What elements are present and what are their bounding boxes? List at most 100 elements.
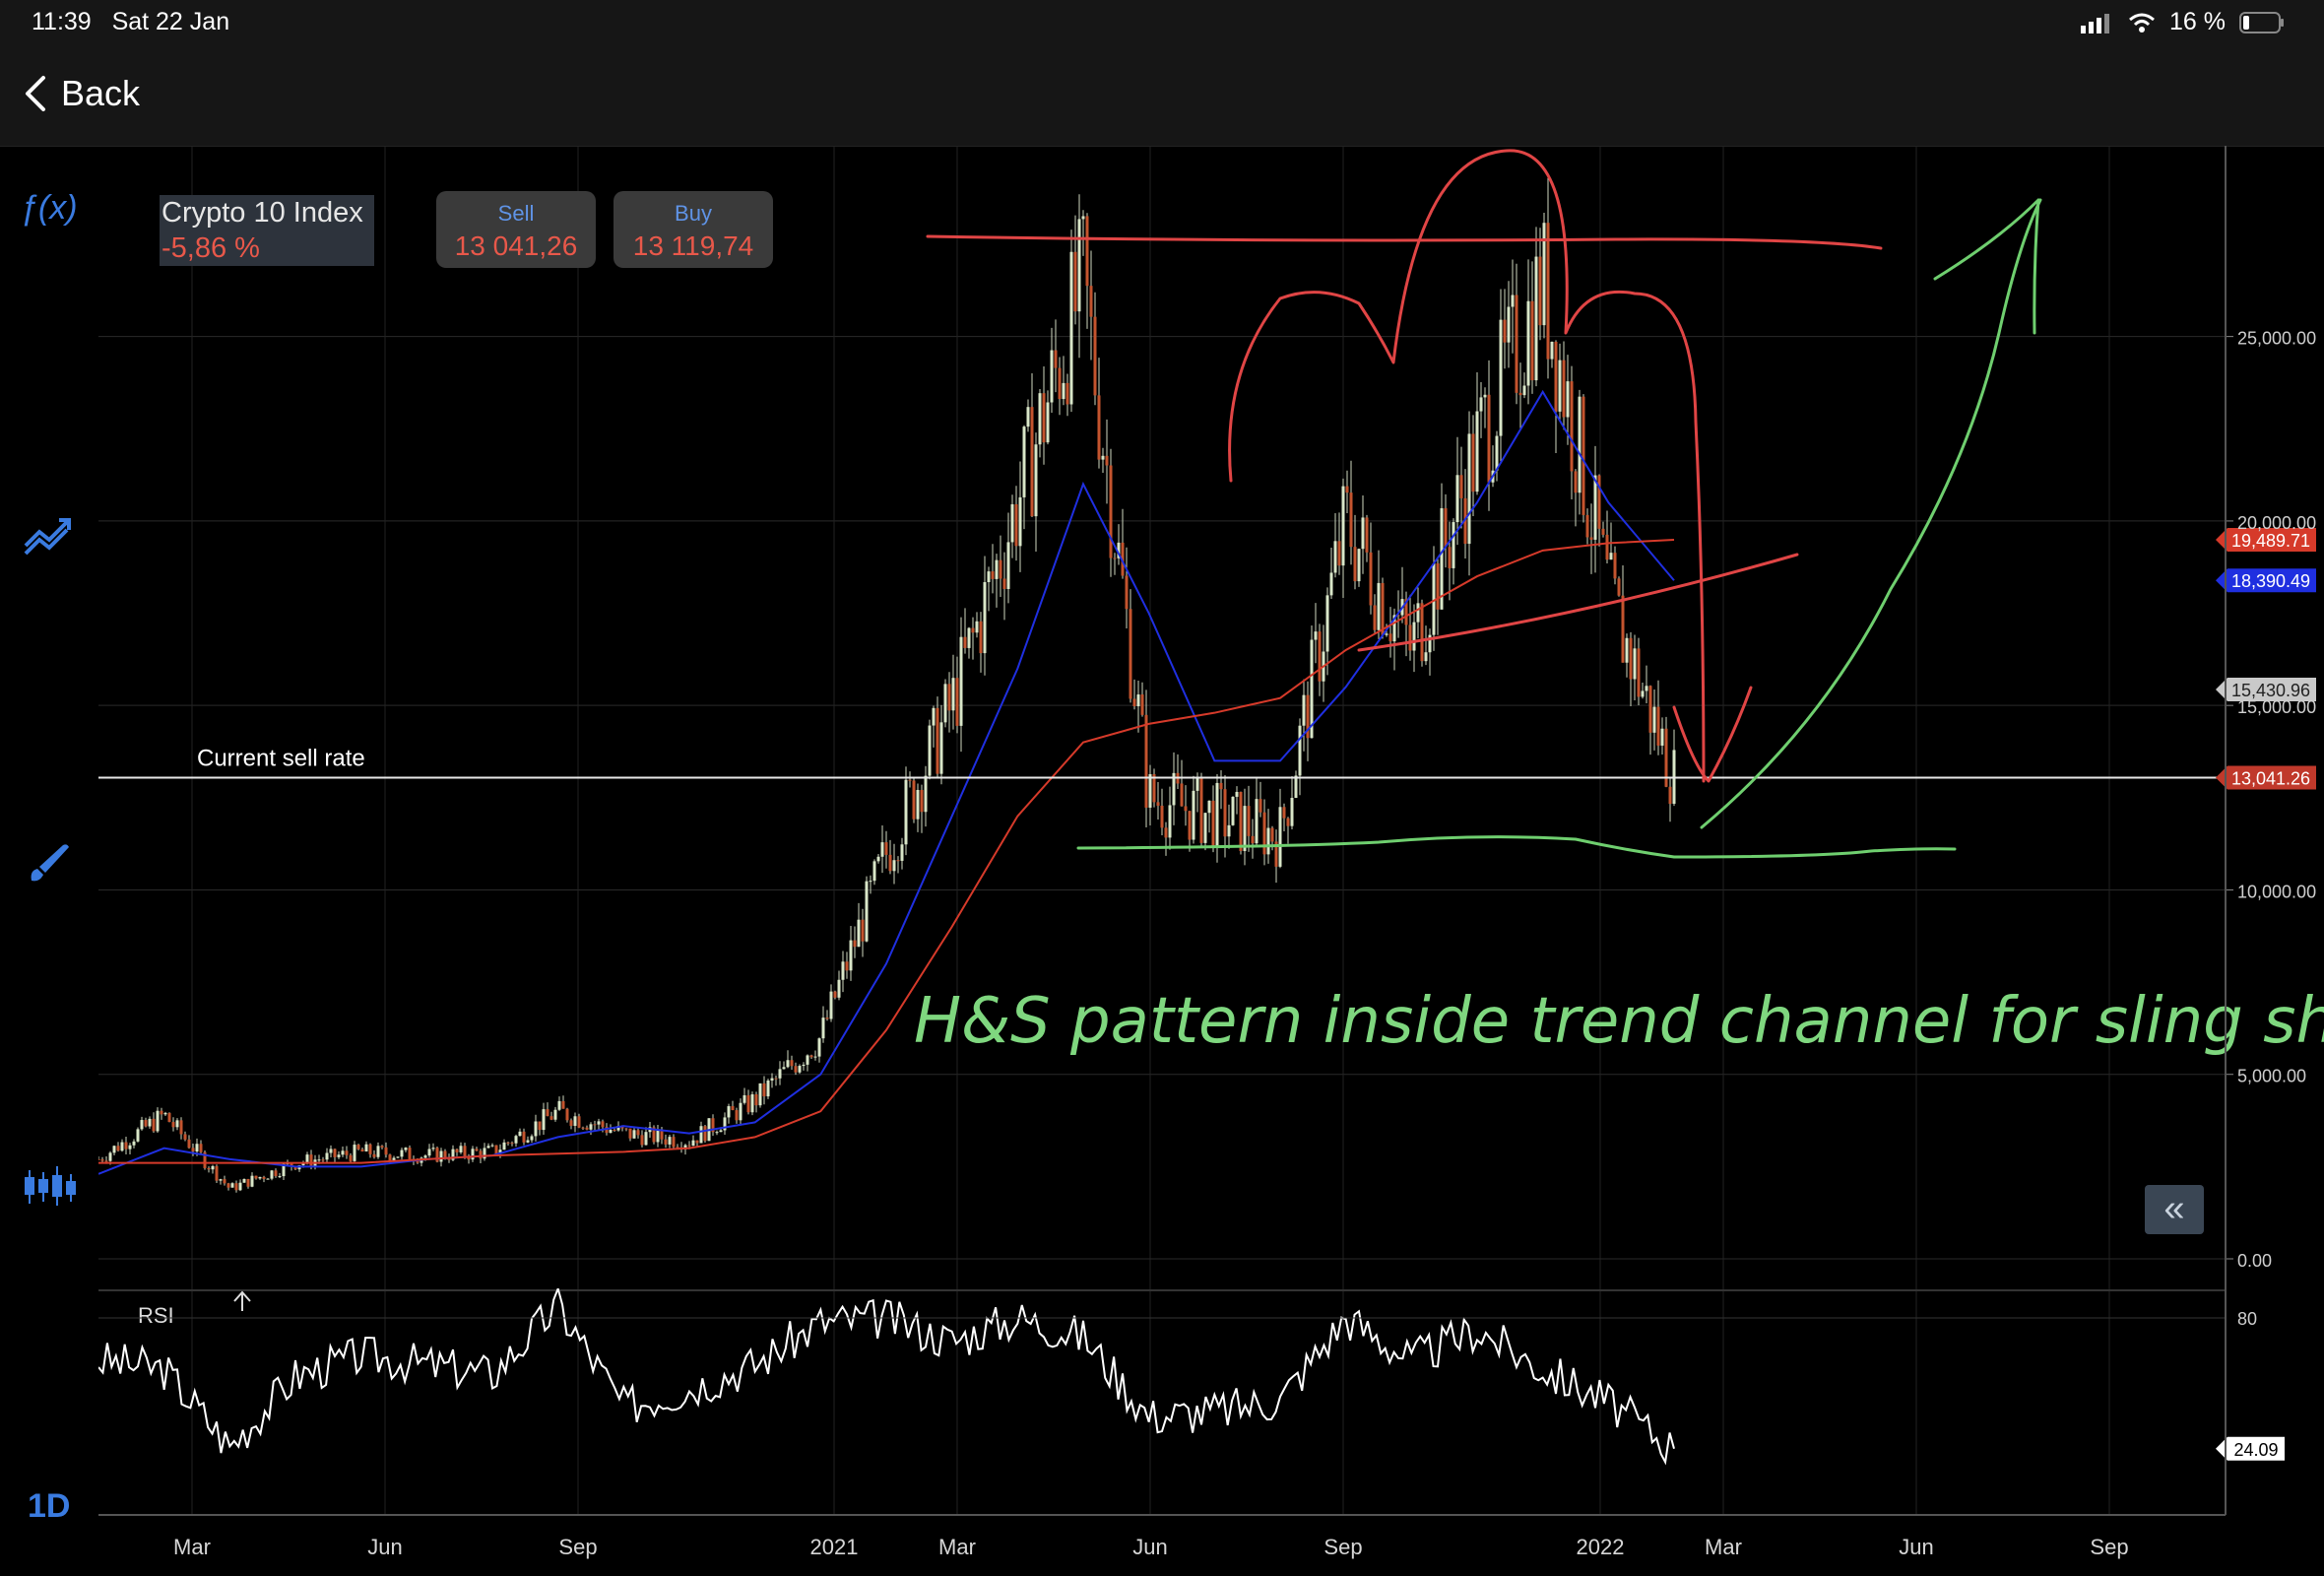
rsi-axis: 80 24.09	[98, 1309, 2285, 1461]
rsi-tick-label: 80	[2237, 1309, 2257, 1329]
candle-body	[1195, 777, 1199, 791]
candle-body	[1294, 775, 1298, 799]
candle-body	[1034, 444, 1038, 517]
candle-body	[605, 1127, 609, 1134]
x-tick-label: Sep	[558, 1535, 597, 1559]
candle-body	[1637, 648, 1641, 697]
candle-body	[876, 856, 880, 862]
candle-body	[404, 1148, 408, 1150]
candle-body	[530, 1136, 534, 1141]
candle-body	[258, 1176, 262, 1179]
candle-body	[1002, 578, 1006, 589]
back-button[interactable]: Back	[24, 73, 140, 114]
candle-body	[802, 1064, 806, 1067]
candle-body	[475, 1149, 479, 1151]
candle-body	[900, 844, 904, 861]
sell-button[interactable]: Sell 13 041,26	[436, 191, 596, 268]
price-chart[interactable]: Current sell rate H&S pattern inside tre…	[0, 146, 2324, 1576]
candle-body	[1357, 549, 1361, 582]
candle-body	[770, 1078, 774, 1081]
candle-body	[1247, 806, 1251, 836]
candle-body	[1526, 300, 1530, 386]
timeframe-selector[interactable]: 1D	[28, 1487, 71, 1525]
candle-body	[1408, 624, 1412, 651]
candle-body	[782, 1067, 786, 1070]
candle-body	[999, 559, 1002, 579]
candle-body	[1298, 725, 1302, 776]
candle-body	[494, 1145, 498, 1154]
function-icon[interactable]: ƒ(x)	[20, 189, 79, 238]
candle-body	[691, 1140, 695, 1147]
x-tick-label: 2022	[1577, 1535, 1625, 1559]
candle-body	[1318, 631, 1322, 682]
candle-body	[735, 1110, 739, 1121]
candle-body	[356, 1145, 360, 1149]
sell-label: Sell	[497, 201, 535, 226]
candle-body	[1227, 824, 1231, 837]
candle-body	[1373, 605, 1377, 630]
candle-body	[211, 1165, 215, 1170]
collapse-button[interactable]: «	[2145, 1185, 2204, 1234]
candle-body	[345, 1150, 349, 1155]
candle-body	[1274, 841, 1278, 867]
candle-body	[1385, 633, 1388, 635]
candle-body	[601, 1121, 605, 1128]
candle-body	[742, 1094, 746, 1103]
candle-body	[719, 1130, 723, 1133]
candle-body	[1101, 455, 1105, 460]
candle-body	[1026, 407, 1030, 427]
candle-body	[1428, 634, 1432, 653]
candle-body	[1420, 603, 1424, 662]
candle-body	[455, 1149, 459, 1152]
candle-body	[1396, 615, 1400, 617]
status-time: 11:39 Sat 22 Jan	[32, 8, 229, 36]
status-date-text: Sat 22 Jan	[111, 8, 230, 35]
candle-body	[920, 789, 924, 813]
candle-body	[1058, 367, 1062, 400]
buy-button[interactable]: Buy 13 119,74	[613, 191, 773, 268]
candle-body	[1270, 827, 1274, 842]
candle-body	[774, 1078, 778, 1080]
candle-body	[156, 1110, 160, 1132]
candle-body	[1416, 603, 1420, 623]
chart-type-icon[interactable]	[20, 1162, 79, 1212]
candle-body	[841, 961, 845, 980]
candle-body	[806, 1055, 809, 1065]
candle-body	[483, 1148, 486, 1159]
candle-body	[160, 1110, 163, 1115]
candle-body	[1207, 800, 1211, 814]
candle-body	[384, 1147, 388, 1155]
candle-body	[1605, 534, 1609, 560]
candle-body	[1132, 698, 1136, 707]
candle-body	[1097, 395, 1101, 460]
candle-body	[1188, 811, 1192, 840]
candle-body	[1337, 541, 1341, 566]
candle-body	[396, 1156, 400, 1158]
candle-body	[715, 1132, 719, 1134]
candle-body	[439, 1150, 443, 1162]
candle-body	[144, 1120, 148, 1127]
candle-body	[388, 1154, 392, 1161]
candle-body	[739, 1102, 742, 1121]
y-tick-label: 0.00	[2237, 1251, 2272, 1271]
indicators-icon[interactable]	[20, 512, 79, 561]
candle-body	[1589, 537, 1593, 540]
candle-body	[1243, 806, 1247, 852]
candle-body	[888, 854, 892, 872]
brush-icon[interactable]	[20, 839, 79, 888]
candle-body	[490, 1145, 494, 1147]
candle-body	[865, 881, 869, 942]
candle-body	[1231, 796, 1235, 825]
candle-series	[98, 177, 1676, 1193]
candle-body	[624, 1128, 628, 1130]
candle-body	[672, 1137, 676, 1148]
candle-body	[1412, 622, 1416, 651]
x-tick-label: Mar	[938, 1535, 976, 1559]
buy-value: 13 119,74	[632, 230, 754, 261]
candle-body	[479, 1150, 483, 1159]
plot-area	[98, 177, 1676, 1193]
candle-body	[100, 1159, 104, 1161]
candle-body	[983, 581, 987, 654]
candle-body	[1511, 295, 1515, 307]
candle-body	[116, 1146, 120, 1151]
